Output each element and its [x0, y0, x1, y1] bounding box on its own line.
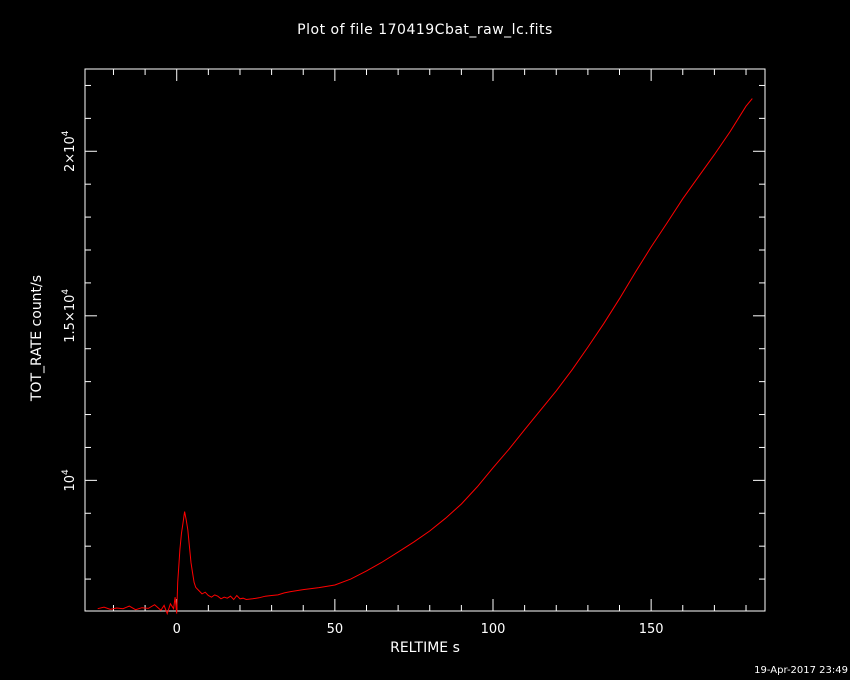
- y-tick-label: 1.5×104: [61, 289, 78, 343]
- x-tick-label: 150: [639, 622, 664, 637]
- timestamp: 19-Apr-2017 23:49: [754, 665, 848, 676]
- y-axis-label: TOT_RATE count/s: [29, 274, 45, 402]
- y-tick-label: 2×104: [61, 130, 78, 172]
- axis-ticks: [85, 69, 765, 611]
- chart-title: Plot of file 170419Cbat_raw_lc.fits: [297, 22, 553, 38]
- x-tick-label: 0: [173, 622, 181, 637]
- x-tick-label: 100: [481, 622, 506, 637]
- plot-frame: [84, 68, 766, 612]
- x-axis-label: RELTIME s: [390, 640, 460, 656]
- series-line: [97, 98, 753, 616]
- x-tick-label: 50: [327, 622, 344, 637]
- y-tick-label: 104: [61, 469, 78, 492]
- axis-tick-labels: 0 50 100 150 104 1.5×104 2×104: [61, 130, 664, 637]
